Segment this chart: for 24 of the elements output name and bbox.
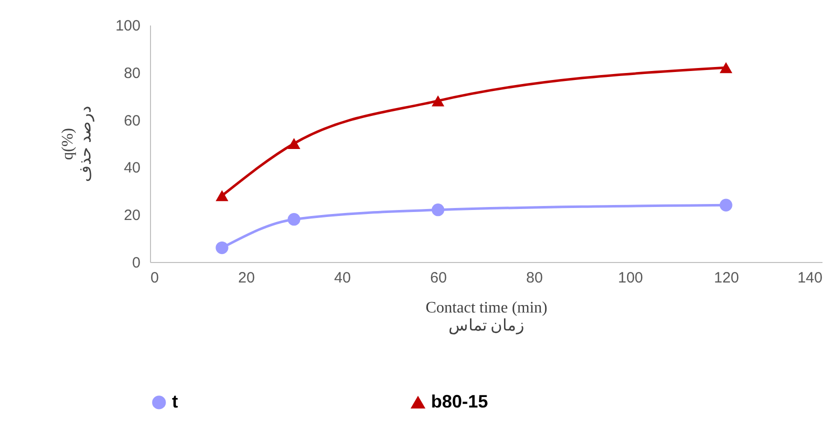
y-tick-label: 20 <box>124 207 140 224</box>
point <box>720 62 732 74</box>
x-tick-label: 40 <box>334 270 351 286</box>
y-tick-label: 60 <box>124 112 140 130</box>
point <box>216 241 228 254</box>
x-tick-label: 120 <box>714 270 740 286</box>
point <box>432 204 444 216</box>
point <box>288 213 300 226</box>
legend-label: t <box>172 391 178 412</box>
x-tick-label: 100 <box>618 270 644 286</box>
y-tick-label: 40 <box>124 160 140 177</box>
x-tick-label: 140 <box>797 270 822 286</box>
y-tick-label: 80 <box>124 64 140 82</box>
y-tick-label: 0 <box>132 254 140 272</box>
x-tick-label: 0 <box>150 270 159 286</box>
point <box>288 138 300 149</box>
point <box>216 190 228 202</box>
point <box>720 198 732 212</box>
x-tick-label: 60 <box>430 270 447 286</box>
y-tick-label: 100 <box>115 18 140 34</box>
point <box>432 95 444 106</box>
x-tick-label: 20 <box>238 270 255 286</box>
x-tick-label: 80 <box>526 270 543 286</box>
legend-label: b80-15 <box>431 392 488 412</box>
